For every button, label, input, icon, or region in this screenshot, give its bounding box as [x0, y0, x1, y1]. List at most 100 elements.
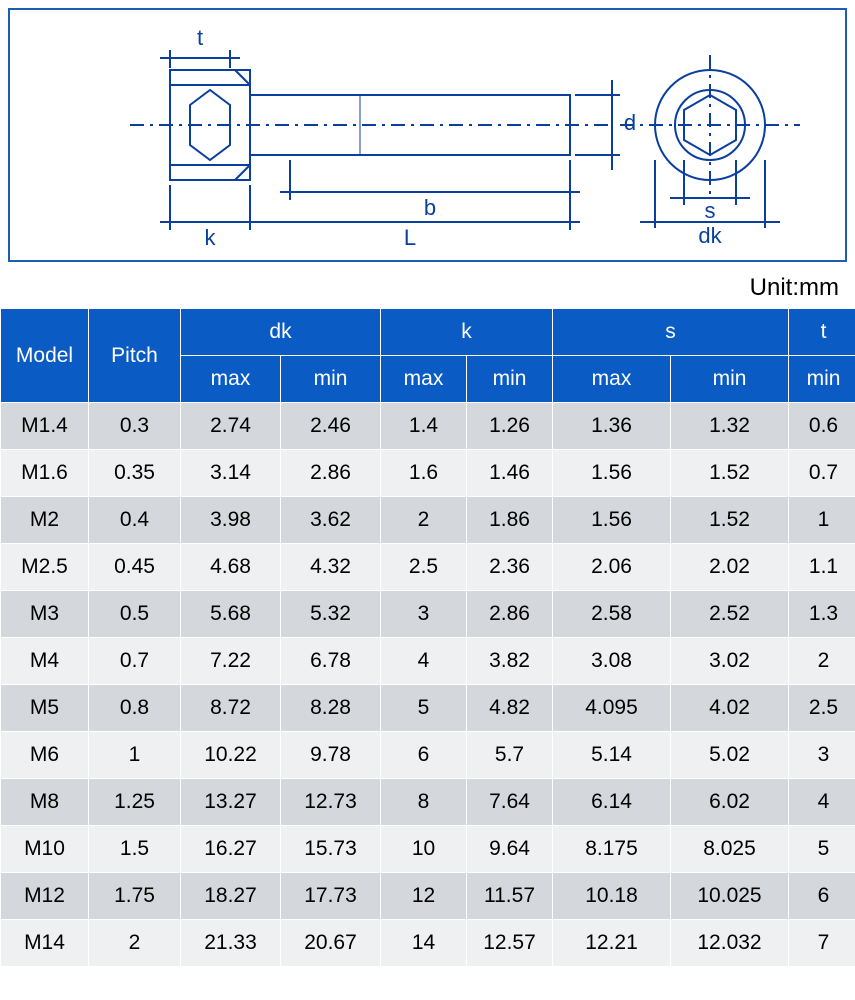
cell-k_max: 1.6 — [381, 450, 467, 497]
cell-t_min: 1 — [789, 497, 855, 544]
cell-dk_max: 3.98 — [181, 497, 281, 544]
cell-t_min: 2.5 — [789, 685, 855, 732]
cell-s_max: 1.56 — [553, 497, 671, 544]
cell-dk_min: 4.32 — [281, 544, 381, 591]
cell-dk_min: 9.78 — [281, 732, 381, 779]
cell-s_min: 1.32 — [671, 403, 789, 450]
table-row: M14221.3320.671412.5712.2112.0327 — [1, 920, 855, 967]
cell-s_max: 1.36 — [553, 403, 671, 450]
cell-model: M8 — [1, 779, 89, 826]
cell-dk_min: 6.78 — [281, 638, 381, 685]
cell-k_min: 4.82 — [467, 685, 553, 732]
cell-model: M2 — [1, 497, 89, 544]
cell-s_min: 2.52 — [671, 591, 789, 638]
cell-model: M5 — [1, 685, 89, 732]
cell-k_max: 4 — [381, 638, 467, 685]
dim-label-b: b — [424, 195, 436, 220]
cell-k_min: 9.64 — [467, 826, 553, 873]
cell-k_max: 2 — [381, 497, 467, 544]
cell-k_min: 7.64 — [467, 779, 553, 826]
cell-k_max: 5 — [381, 685, 467, 732]
cell-k_min: 12.57 — [467, 920, 553, 967]
cell-s_max: 2.58 — [553, 591, 671, 638]
col-t: t — [789, 309, 855, 356]
cell-dk_max: 3.14 — [181, 450, 281, 497]
cell-model: M3 — [1, 591, 89, 638]
cell-model: M12 — [1, 873, 89, 920]
col-dk-max: max — [181, 356, 281, 403]
cell-t_min: 5 — [789, 826, 855, 873]
dim-label-dk: dk — [698, 223, 722, 248]
cell-k_min: 2.86 — [467, 591, 553, 638]
cell-pitch: 0.5 — [89, 591, 181, 638]
cell-dk_min: 20.67 — [281, 920, 381, 967]
cell-dk_max: 21.33 — [181, 920, 281, 967]
cell-s_min: 1.52 — [671, 497, 789, 544]
cell-t_min: 0.6 — [789, 403, 855, 450]
table-row: M6110.229.7865.75.145.023 — [1, 732, 855, 779]
cell-k_max: 3 — [381, 591, 467, 638]
cell-dk_min: 5.32 — [281, 591, 381, 638]
cell-s_max: 6.14 — [553, 779, 671, 826]
cell-t_min: 6 — [789, 873, 855, 920]
cell-dk_min: 3.62 — [281, 497, 381, 544]
col-dk-min: min — [281, 356, 381, 403]
cell-s_min: 5.02 — [671, 732, 789, 779]
col-k-max: max — [381, 356, 467, 403]
cell-k_min: 1.26 — [467, 403, 553, 450]
cell-s_max: 8.175 — [553, 826, 671, 873]
table-row: M101.516.2715.73109.648.1758.0255 — [1, 826, 855, 873]
table-row: M1.40.32.742.461.41.261.361.320.6 — [1, 403, 855, 450]
cell-dk_min: 12.73 — [281, 779, 381, 826]
unit-label: Unit:mm — [0, 270, 855, 308]
cell-pitch: 0.45 — [89, 544, 181, 591]
cell-model: M4 — [1, 638, 89, 685]
cell-t_min: 2 — [789, 638, 855, 685]
col-s-max: max — [553, 356, 671, 403]
cell-k_min: 3.82 — [467, 638, 553, 685]
table-body: M1.40.32.742.461.41.261.361.320.6M1.60.3… — [1, 403, 855, 967]
table-row: M40.77.226.7843.823.083.022 — [1, 638, 855, 685]
cell-s_min: 1.52 — [671, 450, 789, 497]
cell-pitch: 1.75 — [89, 873, 181, 920]
cell-k_min: 5.7 — [467, 732, 553, 779]
table-row: M2.50.454.684.322.52.362.062.021.1 — [1, 544, 855, 591]
cell-dk_max: 8.72 — [181, 685, 281, 732]
cell-pitch: 1.5 — [89, 826, 181, 873]
cell-dk_min: 2.86 — [281, 450, 381, 497]
cell-k_min: 1.46 — [467, 450, 553, 497]
table-row: M81.2513.2712.7387.646.146.024 — [1, 779, 855, 826]
cell-pitch: 0.4 — [89, 497, 181, 544]
cell-pitch: 0.3 — [89, 403, 181, 450]
cell-s_min: 4.02 — [671, 685, 789, 732]
cell-s_min: 6.02 — [671, 779, 789, 826]
cell-dk_max: 5.68 — [181, 591, 281, 638]
cell-t_min: 1.3 — [789, 591, 855, 638]
cell-pitch: 1.25 — [89, 779, 181, 826]
col-k: k — [381, 309, 553, 356]
cell-model: M2.5 — [1, 544, 89, 591]
col-t-min: min — [789, 356, 855, 403]
cell-s_min: 10.025 — [671, 873, 789, 920]
dim-label-s: s — [705, 198, 716, 223]
dim-label-k: k — [205, 225, 217, 250]
dim-label-d: d — [624, 110, 636, 135]
cell-pitch: 0.8 — [89, 685, 181, 732]
cell-dk_min: 15.73 — [281, 826, 381, 873]
cell-dk_min: 8.28 — [281, 685, 381, 732]
cell-pitch: 1 — [89, 732, 181, 779]
spec-table: Model Pitch dk k s t max min max min max… — [0, 308, 855, 967]
cell-dk_max: 16.27 — [181, 826, 281, 873]
cell-s_max: 2.06 — [553, 544, 671, 591]
cell-s_max: 10.18 — [553, 873, 671, 920]
col-s-min: min — [671, 356, 789, 403]
cell-k_min: 11.57 — [467, 873, 553, 920]
cell-dk_min: 17.73 — [281, 873, 381, 920]
cell-model: M1.4 — [1, 403, 89, 450]
cell-model: M10 — [1, 826, 89, 873]
cell-k_max: 6 — [381, 732, 467, 779]
col-pitch: Pitch — [89, 309, 181, 403]
cell-dk_max: 4.68 — [181, 544, 281, 591]
cell-s_max: 1.56 — [553, 450, 671, 497]
cell-t_min: 0.7 — [789, 450, 855, 497]
